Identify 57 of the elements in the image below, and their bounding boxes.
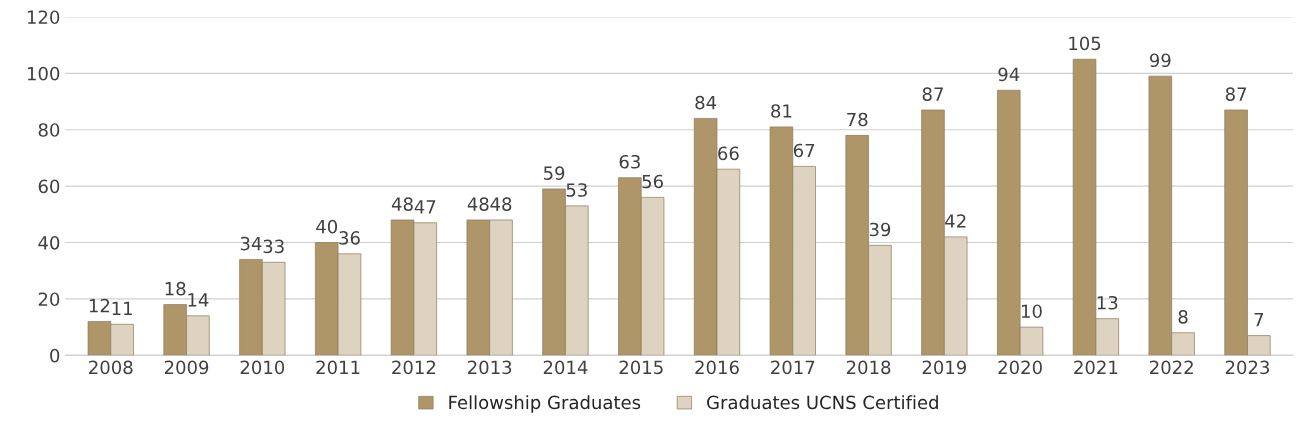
y-tick-label: 120 [27, 10, 60, 25]
x-tick-label: 2009 [164, 360, 209, 375]
y-tick-label: 0 [50, 348, 60, 363]
y-tick-label: 60 [38, 179, 60, 194]
x-tick-label: 2012 [392, 360, 436, 375]
data-label: 12 [89, 298, 110, 313]
y-tick-label: 80 [38, 123, 60, 137]
data-label: 40 [316, 219, 338, 234]
x-tick-label: 2018 [846, 360, 891, 375]
data-label: 18 [165, 281, 186, 296]
data-label: 53 [566, 183, 587, 197]
data-label: 48 [490, 197, 512, 211]
data-label: 78 [847, 112, 868, 127]
legend-label: Fellowship Graduates [449, 395, 641, 413]
data-label: 99 [1149, 53, 1171, 68]
data-label: 63 [619, 154, 640, 169]
y-tick-label: 40 [38, 235, 60, 250]
data-label: 8 [1178, 310, 1188, 324]
data-label: 59 [543, 166, 565, 180]
data-label: 87 [922, 87, 943, 101]
data-label: 105 [1069, 36, 1101, 51]
data-label: 33 [263, 239, 284, 254]
x-tick-label: 2014 [543, 360, 588, 375]
x-tick-label: 2013 [468, 360, 512, 375]
data-label: 66 [718, 146, 739, 161]
data-label: 34 [240, 236, 262, 251]
data-label: 48 [467, 197, 489, 211]
data-label: 56 [642, 174, 663, 189]
data-label: 67 [793, 143, 815, 158]
data-label: 81 [771, 104, 792, 118]
data-label: 42 [945, 214, 966, 228]
data-label: 47 [414, 200, 436, 214]
y-tick-label: 20 [38, 292, 60, 307]
data-label: 11 [112, 301, 132, 315]
x-tick-label: 2016 [695, 360, 739, 375]
x-tick-label: 2021 [1074, 360, 1118, 375]
data-label: 39 [869, 222, 891, 237]
data-label: 10 [1021, 304, 1042, 319]
x-tick-label: 2010 [240, 360, 285, 375]
data-label: 84 [695, 95, 717, 110]
x-tick-label: 2015 [619, 360, 663, 375]
x-tick-label: 2022 [1150, 360, 1193, 375]
x-tick-label: 2019 [922, 360, 967, 375]
data-label: 87 [1225, 87, 1247, 101]
x-tick-label: 2011 [316, 360, 360, 375]
data-label: 14 [188, 293, 209, 307]
y-tick-label: 100 [27, 66, 60, 81]
data-label: 94 [998, 67, 1020, 82]
data-label: 48 [391, 197, 413, 211]
x-tick-label: 2008 [89, 360, 133, 375]
legend-label: Graduates UCNS Certified [707, 395, 938, 410]
data-label: 36 [339, 231, 360, 245]
x-tick-label: 2020 [998, 360, 1042, 375]
x-tick-label: 2017 [771, 360, 815, 375]
data-label: 13 [1097, 295, 1118, 310]
x-tick-label: 2023 [1225, 360, 1269, 375]
data-label: 7 [1254, 313, 1264, 327]
